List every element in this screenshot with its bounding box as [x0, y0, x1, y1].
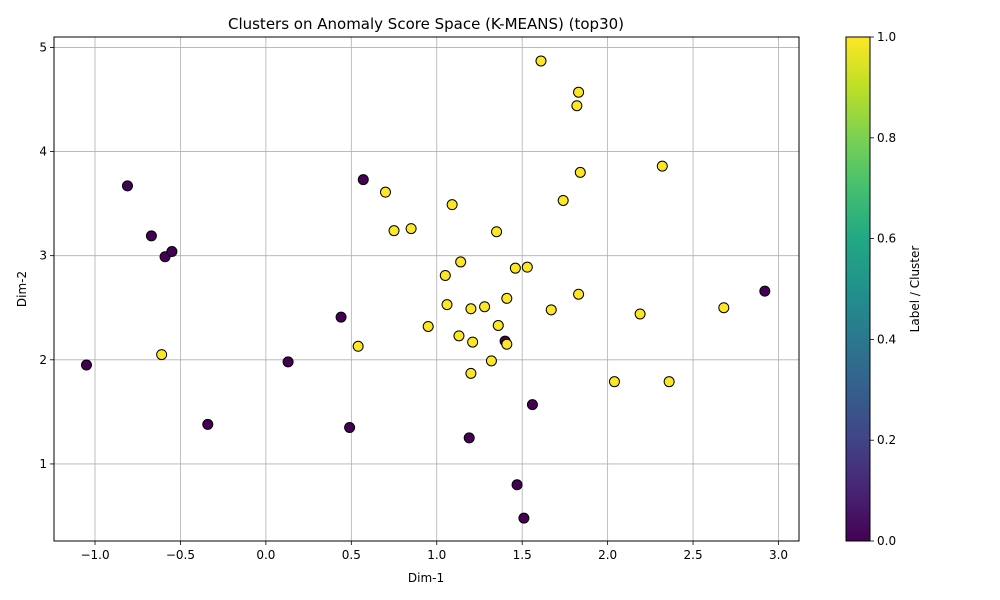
data-point — [759, 285, 771, 297]
colorbar-tick-label: 0.0 — [877, 534, 896, 548]
data-point — [446, 199, 458, 211]
x-tick-label: 1.0 — [427, 548, 446, 562]
data-point — [166, 246, 178, 258]
colorbar-tick-label: 0.8 — [877, 131, 896, 145]
data-point — [463, 432, 475, 444]
x-axis-label: Dim-1 — [408, 571, 444, 585]
data-point — [608, 376, 620, 388]
data-point — [557, 194, 569, 206]
data-point — [441, 299, 453, 311]
x-tick-label: −1.0 — [80, 548, 109, 562]
data-point — [202, 418, 214, 430]
x-tick-label: 2.0 — [598, 548, 617, 562]
data-point — [465, 303, 477, 315]
data-point — [121, 180, 133, 192]
data-point — [573, 86, 585, 98]
data-point — [491, 226, 503, 238]
data-point — [156, 349, 168, 361]
colorbar-ticks: 0.0 0.2 0.4 0.6 0.8 1.0 — [870, 30, 896, 548]
data-point — [485, 355, 497, 367]
grid-lines — [54, 37, 799, 541]
data-point — [571, 100, 583, 112]
data-point — [509, 262, 521, 274]
data-point — [344, 421, 356, 433]
chart-title: Clusters on Anomaly Score Space (K-MEANS… — [228, 15, 624, 33]
data-point — [545, 304, 557, 316]
data-point — [465, 367, 477, 379]
y-tick-label: 5 — [39, 40, 47, 54]
data-point — [511, 479, 523, 491]
x-tick-label: 1.5 — [513, 548, 532, 562]
data-point — [357, 174, 369, 186]
data-point — [656, 160, 668, 172]
colorbar-tick-label: 0.4 — [877, 332, 896, 346]
y-tick-label: 2 — [39, 353, 47, 367]
data-point — [718, 302, 730, 314]
data-point — [535, 55, 547, 67]
x-tick-label: −0.5 — [166, 548, 195, 562]
data-point — [379, 186, 391, 198]
data-point — [388, 225, 400, 237]
y-axis-ticks: 1 2 3 4 5 — [39, 40, 54, 471]
data-point — [521, 261, 533, 273]
data-point — [663, 376, 675, 388]
data-point — [352, 340, 364, 352]
data-point — [526, 399, 538, 411]
colorbar-tick-label: 0.6 — [877, 232, 896, 246]
data-point — [573, 288, 585, 300]
data-point — [453, 330, 465, 342]
data-point — [501, 292, 513, 304]
data-point — [439, 269, 451, 281]
y-tick-label: 3 — [39, 249, 47, 263]
y-axis-label: Dim-2 — [15, 271, 29, 307]
data-point — [80, 359, 92, 371]
data-point — [574, 166, 586, 178]
data-point — [518, 512, 530, 524]
colorbar-tick-label: 1.0 — [877, 30, 896, 44]
x-tick-label: 2.5 — [684, 548, 703, 562]
colorbar-tick-label: 0.2 — [877, 433, 896, 447]
data-point — [634, 308, 646, 320]
data-point — [501, 338, 513, 350]
data-points — [80, 55, 771, 524]
y-tick-label: 1 — [39, 457, 47, 471]
data-point — [405, 223, 417, 235]
x-tick-label: 0.0 — [256, 548, 275, 562]
plot-frame — [53, 36, 800, 542]
data-point — [335, 311, 347, 323]
data-point — [455, 256, 467, 268]
x-axis-ticks: −1.0 −0.5 0.0 0.5 1.0 1.5 2.0 2.5 3.0 — [80, 541, 788, 562]
colorbar — [845, 36, 871, 542]
data-point — [422, 320, 434, 332]
data-point — [492, 319, 504, 331]
data-point — [467, 336, 479, 348]
y-tick-label: 4 — [39, 145, 47, 159]
data-point — [479, 301, 491, 313]
x-tick-label: 0.5 — [342, 548, 361, 562]
data-point — [282, 356, 294, 368]
colorbar-label: Label / Cluster — [908, 246, 922, 333]
data-point — [145, 230, 157, 242]
x-tick-label: 3.0 — [769, 548, 788, 562]
